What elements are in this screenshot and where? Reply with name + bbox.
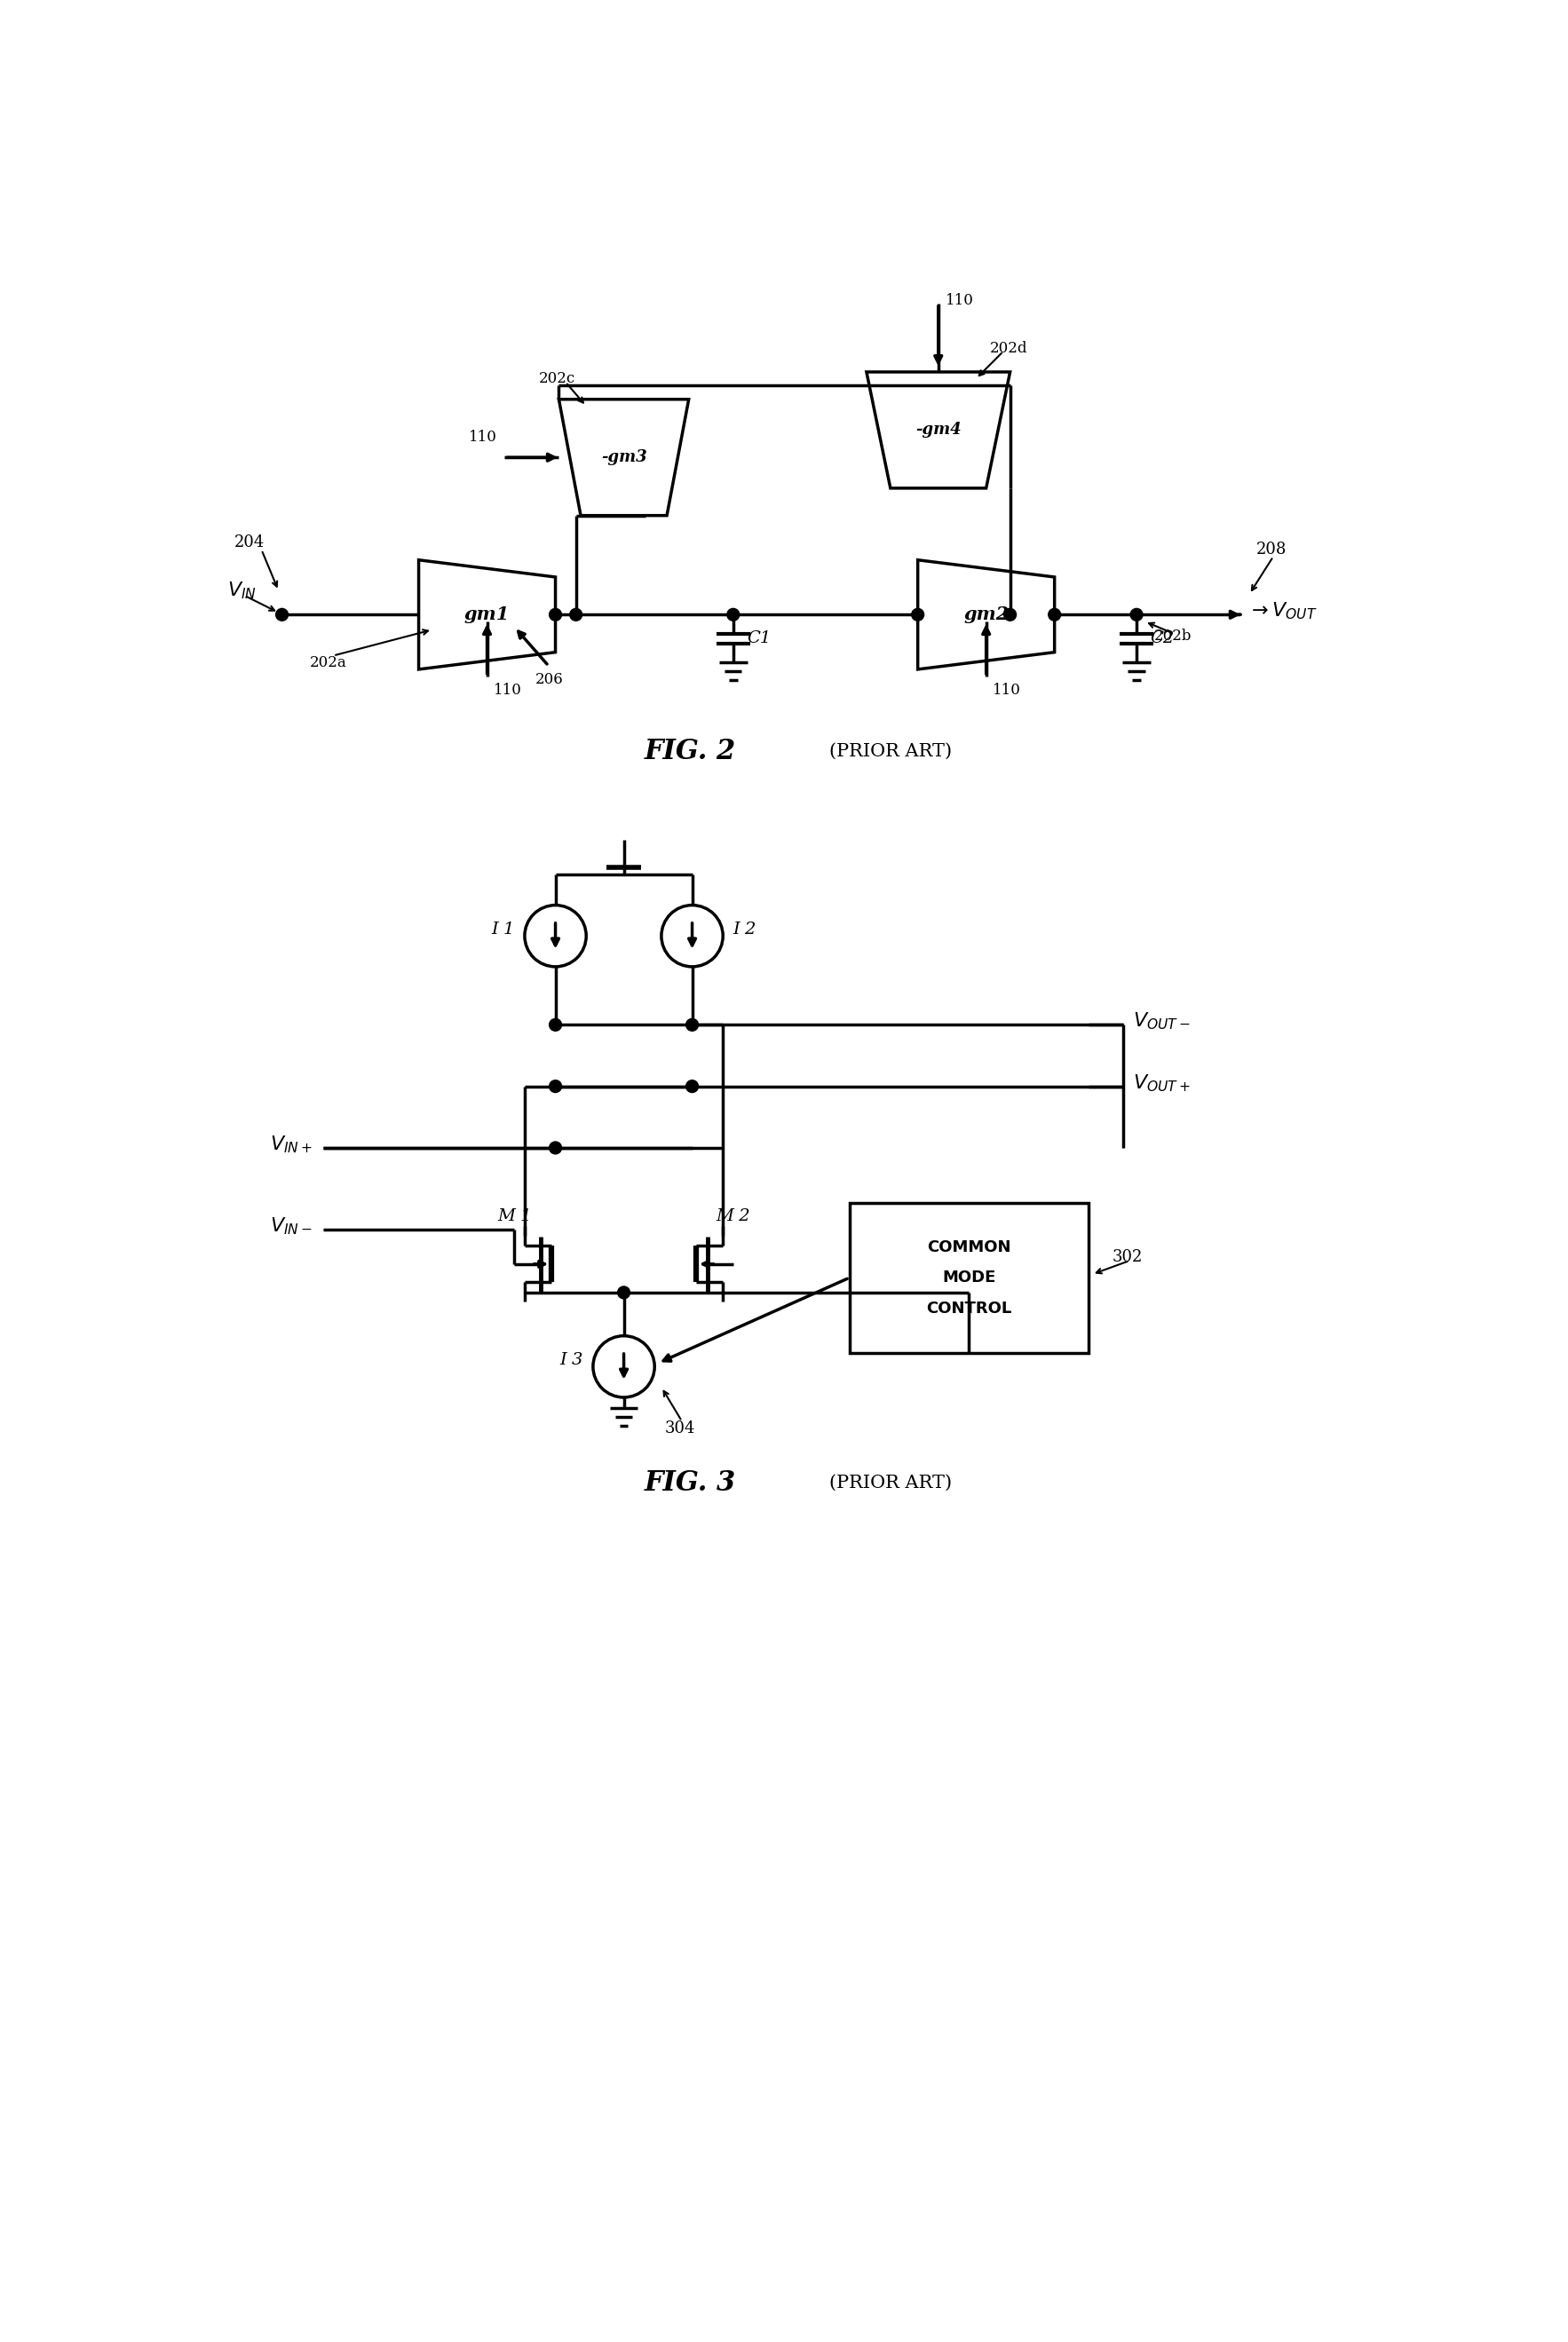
Text: I 3: I 3 [560,1351,583,1368]
Text: COMMON: COMMON [927,1239,1011,1255]
Text: gm1: gm1 [464,607,510,623]
Text: 202c: 202c [538,372,575,386]
Text: 202b: 202b [1154,630,1192,644]
Circle shape [687,1080,698,1091]
Text: MODE: MODE [942,1269,996,1286]
Text: -gm4: -gm4 [916,422,961,438]
Text: $V_{IN+}$: $V_{IN+}$ [270,1134,312,1155]
Text: $V_{OUT+}$: $V_{OUT+}$ [1134,1073,1190,1094]
Circle shape [728,609,740,621]
Text: FIG. 2: FIG. 2 [644,738,735,766]
Text: 208: 208 [1256,541,1287,557]
Text: 204: 204 [234,534,265,550]
Text: C2: C2 [1151,630,1174,646]
Circle shape [276,609,289,621]
Text: -gm3: -gm3 [601,450,646,466]
Text: 206: 206 [535,672,563,686]
Text: CONTROL: CONTROL [927,1300,1011,1316]
Text: 202a: 202a [309,656,347,670]
Text: 202d: 202d [989,340,1027,356]
Text: I 2: I 2 [734,920,757,937]
Circle shape [618,1286,630,1300]
Text: 110: 110 [946,293,974,307]
Text: 304: 304 [665,1419,695,1436]
Text: M 1: M 1 [497,1208,532,1225]
Text: $\rightarrow V_{OUT}$: $\rightarrow V_{OUT}$ [1247,602,1317,621]
Circle shape [1049,609,1060,621]
Text: gm2: gm2 [963,607,1008,623]
Text: 110: 110 [993,682,1021,698]
Circle shape [549,1080,561,1091]
Circle shape [549,609,561,621]
Text: C1: C1 [746,630,771,646]
Circle shape [569,609,582,621]
Text: $V_{OUT-}$: $V_{OUT-}$ [1134,1012,1190,1033]
Text: M 2: M 2 [717,1208,751,1225]
Text: FIG. 3: FIG. 3 [644,1468,735,1497]
Text: $V_{IN-}$: $V_{IN-}$ [270,1215,312,1237]
Circle shape [549,1019,561,1030]
Text: (PRIOR ART): (PRIOR ART) [829,1475,952,1492]
Circle shape [1131,609,1143,621]
Text: 110: 110 [469,429,497,445]
Text: 302: 302 [1113,1248,1143,1265]
Text: (PRIOR ART): (PRIOR ART) [829,742,952,759]
Circle shape [911,609,924,621]
Text: 110: 110 [494,682,522,698]
Text: I 1: I 1 [491,920,514,937]
Circle shape [549,1141,561,1155]
Circle shape [687,1019,698,1030]
Circle shape [1004,609,1016,621]
Text: $V_{IN}$: $V_{IN}$ [227,581,257,602]
